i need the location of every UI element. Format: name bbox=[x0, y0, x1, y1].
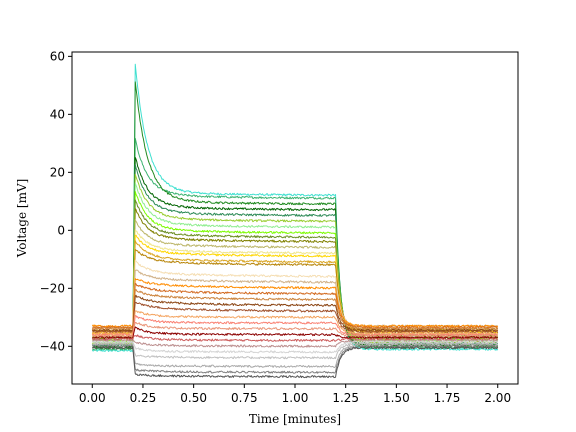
series-line-27 bbox=[91, 334, 499, 342]
series-line-22 bbox=[92, 301, 499, 334]
series-line-18 bbox=[91, 278, 499, 328]
plot-area bbox=[91, 63, 499, 379]
series-line-32 bbox=[92, 344, 498, 374]
x-tick-label: 2.00 bbox=[484, 391, 511, 405]
series-line-19 bbox=[91, 282, 498, 329]
series-line-23 bbox=[91, 310, 499, 335]
series-line-29 bbox=[91, 340, 498, 354]
y-tick-label: −40 bbox=[40, 339, 65, 353]
y-axis: −40 −20 0 20 40 60 bbox=[40, 49, 72, 353]
series-line-26 bbox=[91, 326, 499, 340]
y-tick-label: 0 bbox=[57, 223, 65, 237]
series-line-31 bbox=[91, 343, 498, 368]
series-line-20 bbox=[91, 289, 499, 331]
series-line-30 bbox=[92, 341, 498, 360]
y-tick-label: 20 bbox=[50, 165, 65, 179]
series-line-24 bbox=[91, 315, 498, 337]
series-line-25 bbox=[92, 321, 499, 338]
y-tick-label: −20 bbox=[40, 281, 65, 295]
y-tick-label: 60 bbox=[50, 49, 65, 63]
x-tick-label: 0.25 bbox=[130, 391, 157, 405]
series-line-4 bbox=[91, 156, 498, 348]
series-line-33 bbox=[91, 346, 499, 379]
x-tick-label: 1.50 bbox=[383, 391, 410, 405]
x-tick-label: 0.50 bbox=[180, 391, 207, 405]
y-tick-label: 40 bbox=[50, 107, 65, 121]
x-tick-label: 1.75 bbox=[434, 391, 461, 405]
x-tick-label: 1.00 bbox=[282, 391, 309, 405]
x-axis-label: Time [minutes] bbox=[249, 412, 341, 426]
x-axis: 0.00 0.25 0.50 0.75 1.00 1.25 1.50 1.75 2.00 bbox=[79, 384, 511, 405]
series-line-28 bbox=[91, 338, 499, 348]
series-line-1 bbox=[91, 63, 499, 352]
x-tick-label: 0.75 bbox=[231, 391, 258, 405]
y-axis-label: Voltage [mV] bbox=[15, 179, 29, 259]
x-tick-label: 1.25 bbox=[332, 391, 359, 405]
x-tick-label: 0.00 bbox=[79, 391, 106, 405]
traces-group bbox=[91, 63, 499, 379]
series-line-21 bbox=[92, 294, 498, 332]
